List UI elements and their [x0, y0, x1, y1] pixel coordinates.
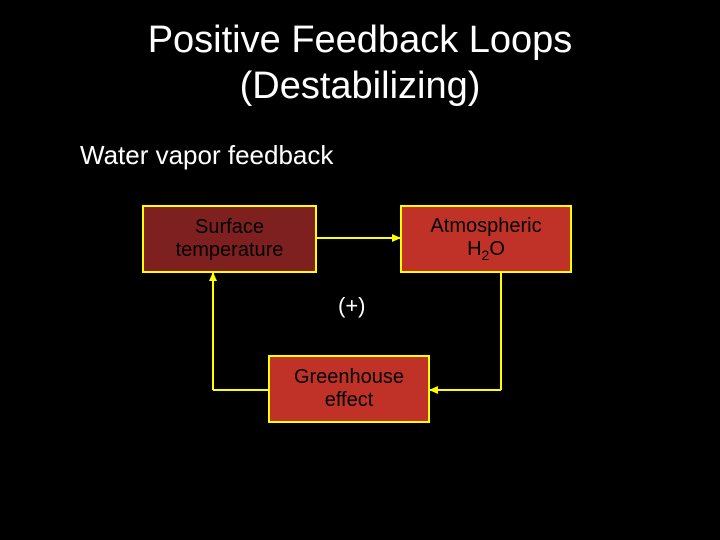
slide-title: Positive Feedback Loops (Destabilizing): [0, 0, 720, 109]
subtitle: Water vapor feedback: [80, 140, 333, 171]
node-green-line2: effect: [325, 389, 374, 412]
node-atmos-line1: Atmospheric: [430, 215, 541, 238]
loop-sign-label: (+): [338, 293, 366, 319]
node-atmospheric-h2o: Atmospheric H2O: [400, 205, 572, 273]
title-line2: (Destabilizing): [240, 65, 481, 107]
node-atmos-h2o: H2O: [467, 238, 505, 263]
node-surface-temperature: Surface temperature: [142, 205, 317, 273]
node-green-line1: Greenhouse: [294, 366, 404, 389]
node-surface-line2: temperature: [176, 239, 284, 262]
node-surface-line1: Surface: [195, 216, 264, 239]
title-line1: Positive Feedback Loops: [148, 19, 573, 61]
node-greenhouse-effect: Greenhouse effect: [268, 355, 430, 423]
